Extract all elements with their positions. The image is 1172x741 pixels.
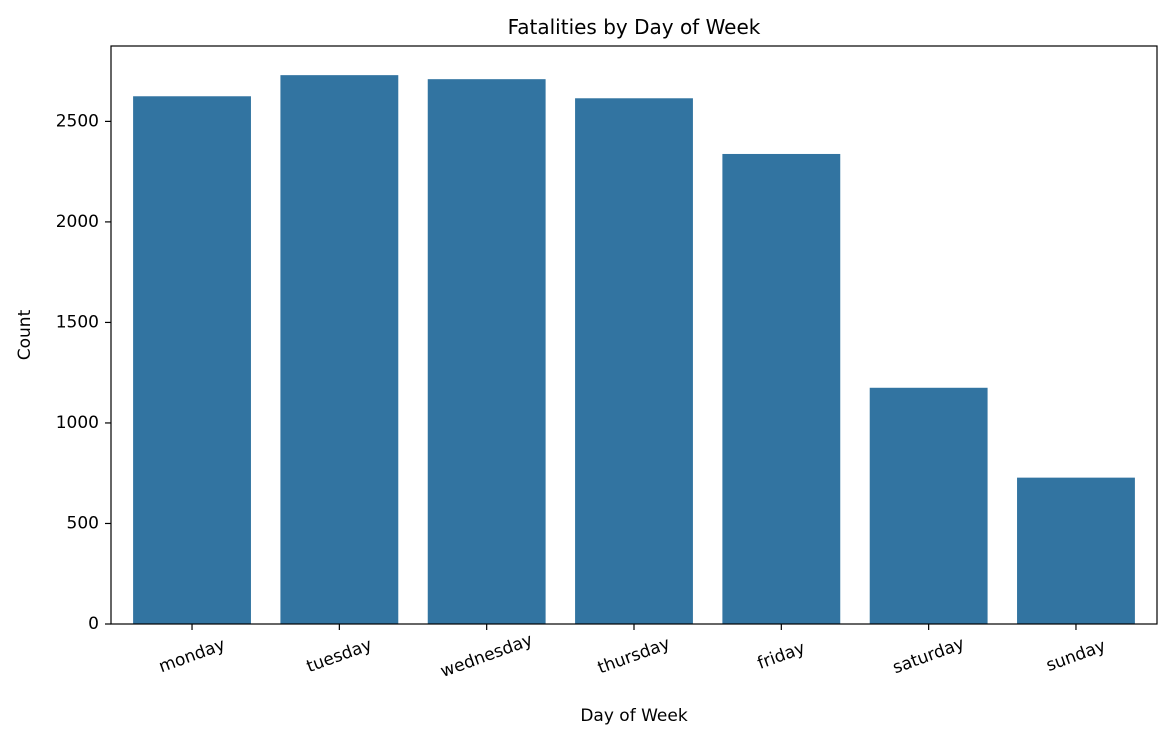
x-axis-label: Day of Week — [580, 706, 687, 726]
bars-group — [133, 75, 1135, 625]
bar-sunday — [1017, 477, 1135, 624]
bar-friday — [722, 153, 841, 625]
bar-tuesday — [280, 75, 399, 624]
y-tick-label-0: 0 — [88, 614, 99, 634]
y-tick-label-500: 500 — [67, 513, 99, 533]
plot-frame — [110, 45, 1158, 625]
y-tick-label-1500: 1500 — [56, 312, 99, 332]
y-axis-ticks: 0 500 1000 1500 2000 2500 — [56, 111, 111, 634]
y-tick-label-2500: 2500 — [56, 111, 99, 131]
y-tick-label-2000: 2000 — [56, 212, 99, 232]
bar-wednesday — [427, 79, 546, 624]
bar-monday — [133, 96, 251, 625]
chart-title: Fatalities by Day of Week — [508, 15, 761, 39]
y-tick-label-1000: 1000 — [56, 413, 99, 433]
y-axis-label: Count — [15, 309, 35, 360]
bar-saturday — [869, 387, 988, 624]
bar-thursday — [575, 98, 693, 624]
